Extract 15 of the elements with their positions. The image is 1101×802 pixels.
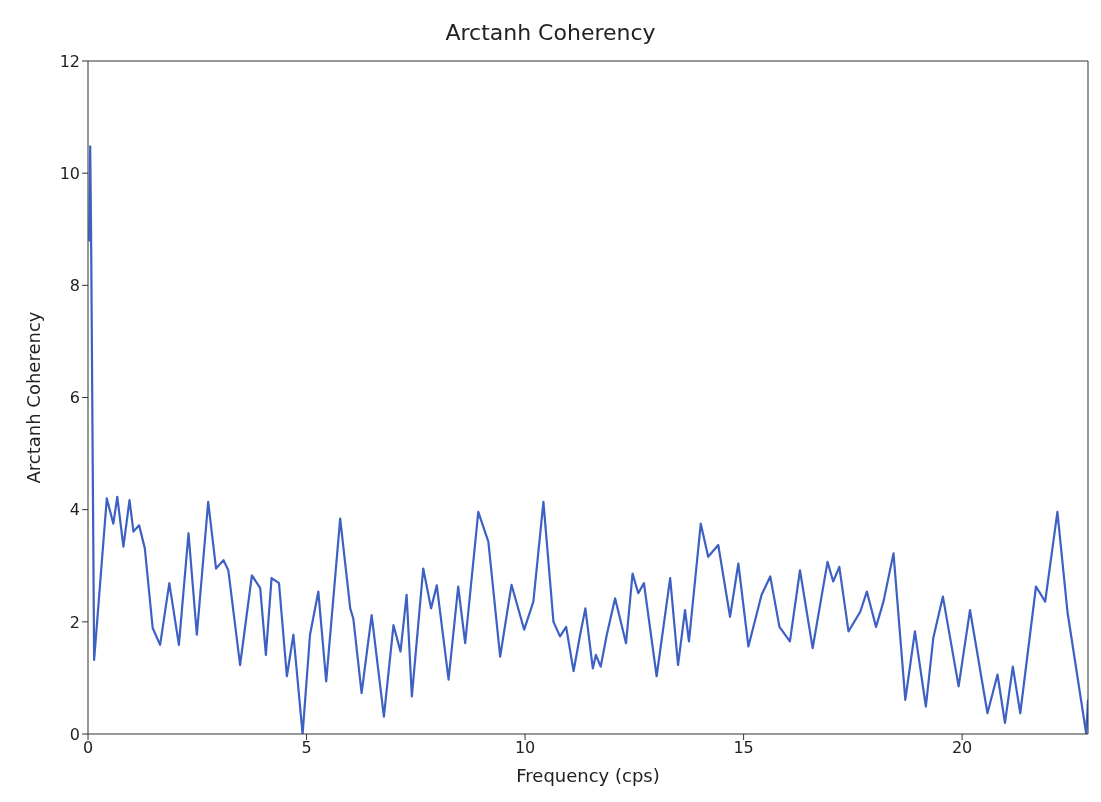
x-axis-title: Frequency (cps) bbox=[516, 765, 660, 786]
y-tick-label: 8 bbox=[69, 276, 80, 296]
x-tick-label: 0 bbox=[82, 738, 94, 758]
y-tick-label: 6 bbox=[69, 388, 80, 408]
y-tick-label: 0 bbox=[69, 724, 80, 744]
chart-title: Arctanh Coherency bbox=[444, 20, 657, 45]
y-tick-label: 2 bbox=[69, 612, 80, 632]
x-tick-label: 5 bbox=[301, 738, 312, 758]
x-tick-label: 15 bbox=[733, 738, 754, 758]
y-tick-label: 10 bbox=[59, 163, 80, 183]
y-axis-title: Arctanh Coherency bbox=[23, 311, 45, 484]
y-tick-label: 4 bbox=[69, 500, 80, 520]
x-tick-label: 10 bbox=[514, 738, 536, 758]
y-tick-label: 12 bbox=[59, 51, 80, 71]
x-tick-label: 20 bbox=[951, 738, 973, 758]
